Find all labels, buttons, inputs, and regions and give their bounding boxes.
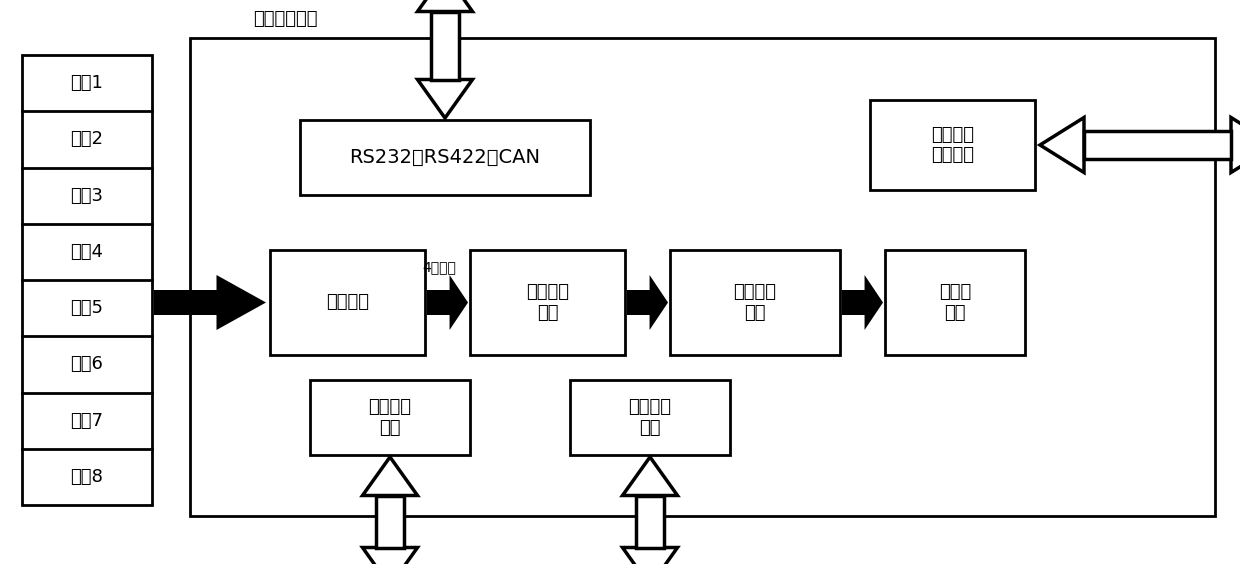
Bar	[670, 250, 839, 355]
Text: 控制信号
发送: 控制信号 发送	[368, 398, 412, 437]
Text: 波束6: 波束6	[71, 355, 103, 373]
Bar	[300, 120, 590, 195]
Polygon shape	[362, 457, 418, 496]
Bar	[885, 250, 1025, 355]
Polygon shape	[650, 275, 668, 330]
Text: 4路波束: 4路波束	[423, 260, 456, 274]
Bar	[870, 100, 1035, 190]
Bar	[22, 55, 153, 505]
Bar	[270, 250, 425, 355]
Text: 复降采样
滤波: 复降采样 滤波	[734, 283, 776, 322]
Polygon shape	[217, 275, 267, 330]
Text: 波束7: 波束7	[71, 412, 103, 430]
Bar	[427, 290, 450, 315]
Bar	[627, 290, 650, 315]
Text: 波束5: 波束5	[71, 299, 103, 317]
Bar	[376, 496, 404, 548]
Bar	[636, 496, 663, 548]
Bar	[842, 290, 864, 315]
Text: 数据存储
命令: 数据存储 命令	[629, 398, 672, 437]
Polygon shape	[1231, 117, 1240, 173]
Polygon shape	[1040, 117, 1084, 173]
Bar	[1084, 131, 1231, 159]
Bar	[432, 11, 459, 80]
Bar	[310, 380, 470, 455]
Text: 波束2: 波束2	[71, 130, 103, 148]
Text: RS232、RS422、CAN: RS232、RS422、CAN	[350, 148, 541, 167]
Bar	[154, 290, 217, 315]
Bar	[570, 380, 730, 455]
Text: 正交基带
解调: 正交基带 解调	[526, 283, 569, 322]
Text: 波束3: 波束3	[71, 187, 103, 205]
Polygon shape	[622, 548, 677, 564]
Polygon shape	[418, 80, 472, 118]
Bar	[470, 250, 625, 355]
Text: 波束形成: 波束形成	[326, 293, 370, 311]
Bar	[190, 38, 1215, 516]
Polygon shape	[418, 0, 472, 11]
Text: 主处理器模块: 主处理器模块	[253, 10, 317, 28]
Text: 从处理器
交互命令: 从处理器 交互命令	[931, 126, 973, 164]
Polygon shape	[622, 457, 677, 496]
Polygon shape	[864, 275, 883, 330]
Text: 波束4: 波束4	[71, 243, 103, 261]
Polygon shape	[450, 275, 467, 330]
Polygon shape	[362, 548, 418, 564]
Text: 复相关
运算: 复相关 运算	[939, 283, 971, 322]
Text: 波束8: 波束8	[71, 468, 103, 486]
Text: 波束1: 波束1	[71, 74, 103, 92]
